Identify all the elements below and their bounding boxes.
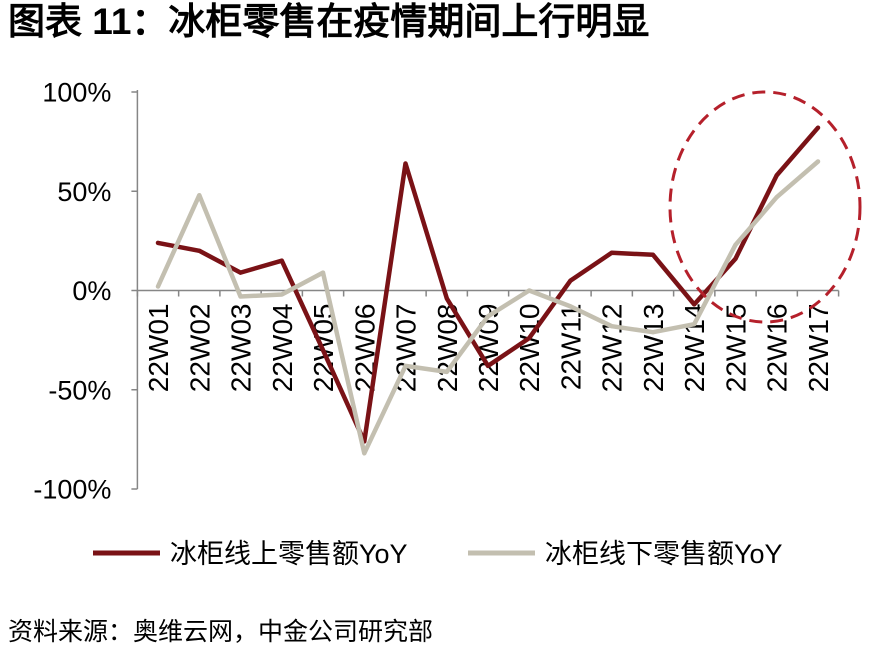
series-1-point-22W12 — [609, 250, 614, 255]
y-tick-label: -100% — [33, 475, 111, 505]
series-line-1 — [155, 125, 821, 444]
y-tick-label: -50% — [48, 375, 111, 405]
series-1-point-22W14 — [692, 302, 697, 307]
series-2-point-22W10 — [527, 288, 532, 293]
series-2-point-22W03 — [238, 294, 243, 299]
series-1-point-22W17 — [816, 125, 820, 130]
series-2-point-22W09 — [486, 314, 490, 319]
axes — [136, 90, 839, 489]
series-2-point-22W17 — [816, 159, 820, 164]
x-tick-label-22W01: 22W01 — [143, 304, 174, 393]
x-tick-label-22W10: 22W10 — [514, 304, 545, 393]
x-tick-label-22W13: 22W13 — [638, 304, 669, 393]
series-2-point-22W01 — [156, 284, 160, 289]
legend-label-offline: 冰柜线下零售额YoY — [545, 539, 783, 569]
series-2-point-22W05 — [321, 270, 325, 275]
y-tick-label: 100% — [42, 78, 111, 108]
series-1-point-22W02 — [197, 248, 202, 253]
series-1-point-22W11 — [568, 278, 573, 283]
series-2-point-22W16 — [774, 195, 779, 200]
series-1-point-22W03 — [238, 270, 243, 275]
series-1-point-22W04 — [279, 258, 284, 263]
series-2-point-22W04 — [279, 292, 284, 297]
highlight-dashed-ellipse — [668, 90, 862, 324]
x-tick-label-22W07: 22W07 — [391, 304, 422, 393]
series-2-point-22W15 — [733, 242, 738, 247]
series-group — [155, 125, 821, 456]
x-tick-label-22W04: 22W04 — [267, 304, 298, 393]
series-2-point-22W11 — [568, 304, 573, 309]
series-1-point-22W13 — [651, 252, 655, 257]
series-1-point-22W16 — [774, 173, 779, 178]
x-tick-label-22W17: 22W17 — [803, 304, 834, 393]
y-tick-label: 0% — [72, 276, 111, 306]
series-1-point-22W07 — [403, 161, 408, 166]
figure-title: 图表 11：冰柜零售在疫情期间上行明显 — [8, 1, 650, 42]
x-tick-label-22W03: 22W03 — [226, 304, 257, 393]
series-2-point-22W07 — [403, 363, 408, 368]
series-2-point-22W08 — [444, 369, 449, 374]
series-2-point-22W13 — [651, 330, 655, 335]
x-axis-ticks: 22W01 22W02 22W03 22W04 22W05 22W06 22W07 22W08… — [136, 290, 840, 393]
series-1-point-22W05 — [321, 348, 325, 353]
legend-label-online: 冰柜线上零售额YoY — [170, 539, 408, 569]
legend: 冰柜线上零售额YoY 冰柜线下零售额YoY — [93, 539, 783, 569]
x-tick-label-22W14: 22W14 — [679, 304, 710, 393]
series-2-point-22W14 — [692, 322, 697, 327]
x-tick-label-22W02: 22W02 — [184, 304, 215, 393]
series-1-point-22W08 — [444, 296, 449, 301]
source-note: 资料来源：奥维云网，中金公司研究部 — [8, 618, 434, 646]
series-2-point-22W06 — [362, 451, 367, 456]
x-tick-label-22W11: 22W11 — [555, 304, 586, 391]
series-1-point-22W10 — [527, 336, 532, 341]
x-tick-label-22W16: 22W16 — [762, 304, 793, 393]
series-1-point-22W01 — [156, 240, 160, 245]
x-tick-label-22W12: 22W12 — [597, 304, 628, 393]
x-tick-label-22W15: 22W15 — [720, 304, 751, 393]
series-2-point-22W12 — [609, 324, 614, 329]
y-tick-label: 50% — [57, 177, 111, 207]
series-1-point-22W09 — [486, 363, 490, 368]
series-2-point-22W02 — [197, 193, 202, 198]
series-1-point-22W15 — [733, 256, 738, 261]
y-axis-ticks: 100% 50% 0% -50% -100% — [33, 78, 138, 505]
